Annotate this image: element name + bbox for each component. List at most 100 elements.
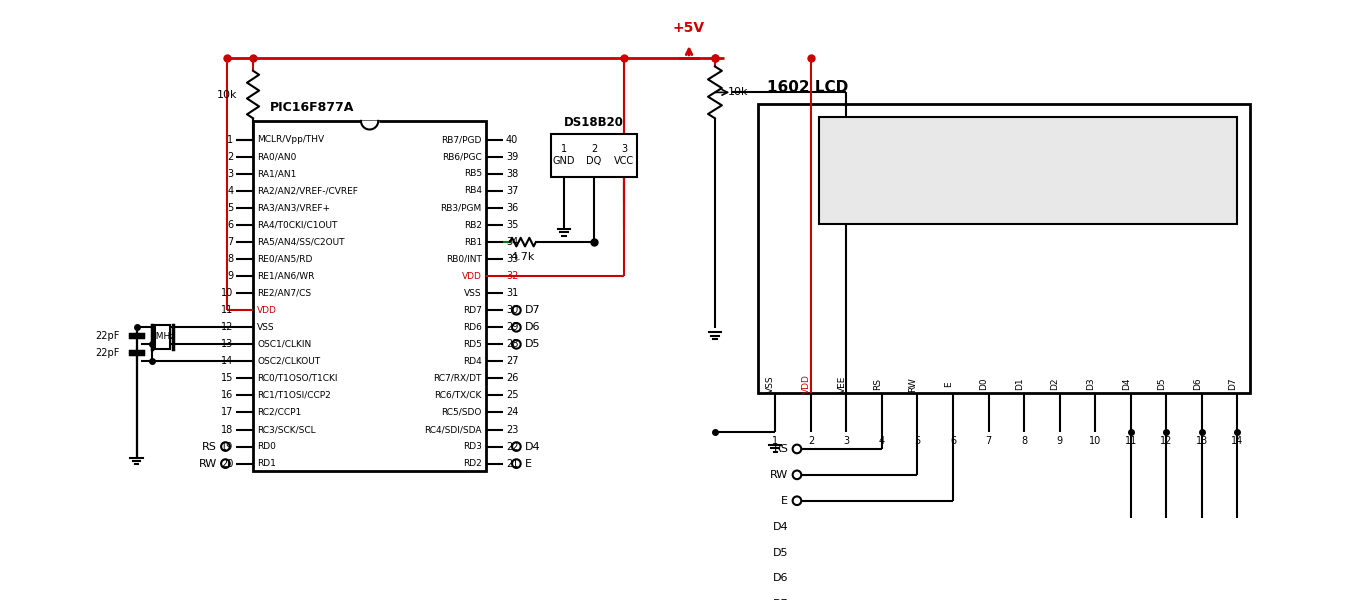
- Text: D4: D4: [1121, 378, 1131, 391]
- Text: 2: 2: [227, 152, 234, 162]
- Text: 21: 21: [505, 458, 518, 469]
- Text: 37: 37: [505, 186, 518, 196]
- Text: RB1: RB1: [463, 238, 482, 247]
- Text: 2: 2: [807, 436, 814, 446]
- Text: 22pF: 22pF: [94, 331, 119, 341]
- Text: RB0/INT: RB0/INT: [445, 254, 482, 263]
- Text: GND: GND: [553, 157, 575, 166]
- Text: RB2: RB2: [464, 221, 482, 230]
- Text: 33: 33: [505, 254, 518, 264]
- Text: 13: 13: [1195, 436, 1208, 446]
- Text: VEE: VEE: [837, 376, 847, 393]
- Text: 5: 5: [227, 203, 234, 213]
- Text: D0: D0: [979, 378, 989, 391]
- Text: RA4/T0CKI/C1OUT: RA4/T0CKI/C1OUT: [257, 221, 337, 230]
- Text: D1: D1: [1015, 378, 1024, 391]
- Text: E: E: [944, 382, 953, 387]
- Text: 23: 23: [505, 425, 518, 434]
- Bar: [154, 325, 171, 349]
- Text: OSC1/CLKIN: OSC1/CLKIN: [257, 340, 311, 349]
- Text: D5: D5: [773, 548, 788, 557]
- Text: VDD: VDD: [257, 306, 277, 315]
- Text: VCC: VCC: [615, 157, 634, 166]
- Text: RC5/SDO: RC5/SDO: [441, 408, 482, 417]
- Text: D5: D5: [525, 340, 541, 349]
- Text: DS18B20: DS18B20: [564, 116, 624, 130]
- Text: 9: 9: [227, 271, 234, 281]
- Text: 34: 34: [505, 237, 518, 247]
- Text: PIC16F877A: PIC16F877A: [270, 101, 355, 114]
- Text: 27: 27: [505, 356, 519, 367]
- Text: RA5/AN4/SS/C2OUT: RA5/AN4/SS/C2OUT: [257, 238, 344, 247]
- Text: D4: D4: [773, 521, 788, 532]
- Text: 13: 13: [221, 340, 234, 349]
- Text: RA1/AN1: RA1/AN1: [257, 169, 296, 178]
- Text: MCLR/Vpp/THV: MCLR/Vpp/THV: [257, 136, 325, 145]
- Text: RW: RW: [198, 458, 217, 469]
- Text: 35: 35: [505, 220, 518, 230]
- Text: D5: D5: [1157, 378, 1167, 391]
- Text: RC1/T1OSI/CCP2: RC1/T1OSI/CCP2: [257, 391, 331, 400]
- Text: RD4: RD4: [463, 357, 482, 366]
- Text: RB5: RB5: [463, 169, 482, 178]
- Text: VSS: VSS: [464, 289, 482, 298]
- Text: 3: 3: [622, 145, 627, 154]
- Text: 17: 17: [221, 407, 234, 418]
- Text: 8MHz: 8MHz: [150, 332, 175, 341]
- Text: 11: 11: [221, 305, 234, 315]
- Bar: [253, 121, 486, 470]
- Text: 4.7k: 4.7k: [511, 253, 535, 262]
- Text: 9: 9: [1056, 436, 1063, 446]
- Text: 32: 32: [505, 271, 518, 281]
- Bar: [758, 104, 1250, 393]
- Text: RD6: RD6: [463, 323, 482, 332]
- Text: RD0: RD0: [257, 442, 276, 451]
- Text: RS: RS: [202, 442, 217, 452]
- Text: D6: D6: [1193, 378, 1202, 391]
- Text: 14: 14: [221, 356, 234, 367]
- Text: D3: D3: [1086, 378, 1096, 391]
- Text: 26: 26: [505, 373, 518, 383]
- Text: 1602 LCD: 1602 LCD: [766, 80, 848, 95]
- Text: 2: 2: [591, 145, 597, 154]
- Text: RC6/TX/CK: RC6/TX/CK: [434, 391, 482, 400]
- Text: 24: 24: [505, 407, 518, 418]
- Text: 36: 36: [505, 203, 518, 213]
- Text: VDD: VDD: [802, 374, 811, 394]
- Text: RE0/AN5/RD: RE0/AN5/RD: [257, 254, 313, 263]
- Text: RC7/RX/DT: RC7/RX/DT: [433, 374, 482, 383]
- Text: 10: 10: [221, 288, 234, 298]
- Text: 30: 30: [505, 305, 518, 315]
- Text: 3: 3: [227, 169, 234, 179]
- Text: E: E: [525, 458, 531, 469]
- Text: 28: 28: [505, 340, 518, 349]
- Text: 3: 3: [843, 436, 850, 446]
- Text: 7: 7: [985, 436, 992, 446]
- Text: +5V: +5V: [673, 20, 705, 35]
- Text: 10k: 10k: [728, 88, 749, 97]
- Text: RW: RW: [770, 470, 788, 480]
- Text: RE1/AN6/WR: RE1/AN6/WR: [257, 272, 314, 281]
- Text: D7: D7: [1228, 378, 1238, 391]
- Text: RC3/SCK/SCL: RC3/SCK/SCL: [257, 425, 316, 434]
- Text: VSS: VSS: [257, 323, 275, 332]
- Text: D6: D6: [525, 322, 541, 332]
- Text: VSS: VSS: [766, 376, 776, 393]
- Text: 19: 19: [221, 442, 234, 452]
- Text: 29: 29: [505, 322, 518, 332]
- Text: 39: 39: [505, 152, 518, 162]
- Text: 40: 40: [505, 135, 518, 145]
- Text: 22: 22: [505, 442, 519, 452]
- Text: 4: 4: [878, 436, 885, 446]
- Text: 7: 7: [227, 237, 234, 247]
- Text: RD3: RD3: [463, 442, 482, 451]
- Text: RE2/AN7/CS: RE2/AN7/CS: [257, 289, 311, 298]
- Text: VDD: VDD: [462, 272, 482, 281]
- Text: RA2/AN2/VREF-/CVREF: RA2/AN2/VREF-/CVREF: [257, 187, 358, 196]
- Text: D4: D4: [525, 442, 541, 452]
- Text: 38: 38: [505, 169, 518, 179]
- Text: D7: D7: [773, 599, 788, 600]
- Text: 6: 6: [227, 220, 234, 230]
- Text: RC4/SDI/SDA: RC4/SDI/SDA: [425, 425, 482, 434]
- Text: RS: RS: [873, 378, 882, 390]
